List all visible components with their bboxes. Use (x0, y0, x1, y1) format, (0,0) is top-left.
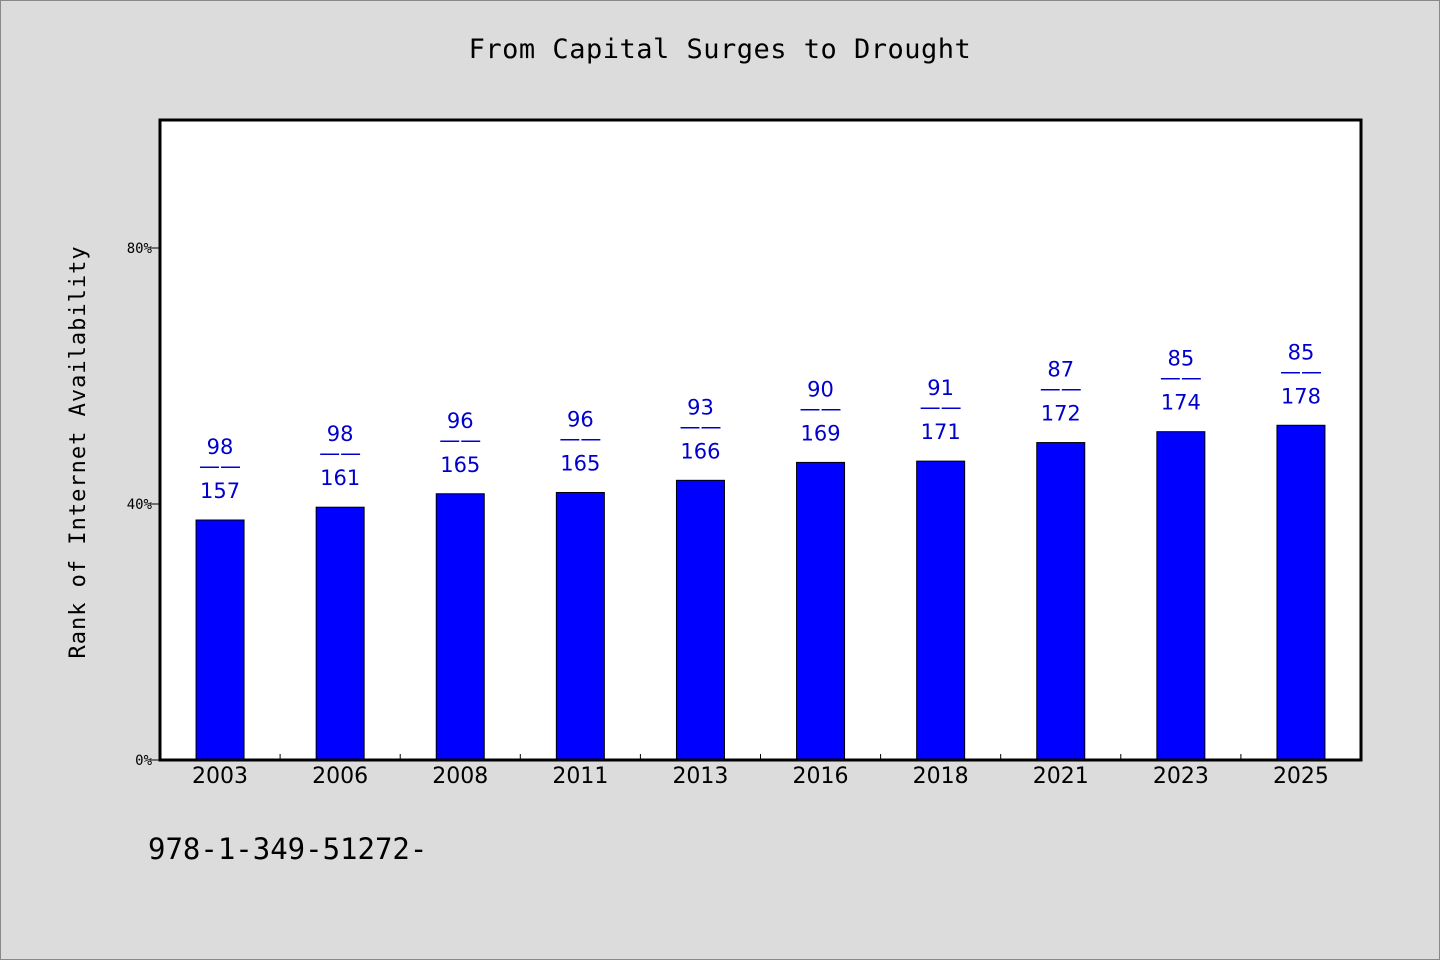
data-label-separator: —— (920, 395, 962, 419)
x-tick-label: 2021 (1033, 764, 1089, 789)
data-label-separator: —— (1160, 366, 1202, 390)
data-label-bottom: 178 (1281, 384, 1321, 408)
data-labels: 98——15798——16196——16596——16593——16690——1… (199, 340, 1322, 503)
data-label: 91——171 (920, 376, 962, 444)
bar (195, 519, 245, 761)
data-label-separator: —— (1040, 377, 1082, 401)
x-tick-label: 2006 (312, 764, 368, 789)
data-label: 98——161 (319, 422, 361, 490)
data-label-bottom: 171 (921, 420, 961, 444)
y-axis-label: Rank of Internet Availability (66, 245, 91, 658)
data-label-separator: —— (199, 454, 241, 478)
bar (675, 479, 725, 761)
data-label-separator: —— (559, 426, 601, 450)
footer-id-text: 978-1-349-51272- (148, 832, 428, 866)
data-label-bottom: 165 (440, 453, 480, 477)
data-label-top: 85 (1167, 347, 1194, 371)
y-tick-label: 40% (127, 497, 153, 513)
x-tick-label: 2025 (1273, 764, 1329, 789)
bar (796, 461, 846, 761)
bar (916, 460, 966, 761)
x-tick-label: 2023 (1153, 764, 1209, 789)
bar (435, 493, 485, 761)
data-label: 85——174 (1160, 347, 1202, 415)
data-label-bottom: 172 (1041, 402, 1081, 426)
data-label-top: 87 (1047, 358, 1074, 382)
bars (195, 424, 1326, 761)
y-axis: 0% 40% 80% (127, 241, 160, 769)
bar (1156, 431, 1206, 761)
data-label-bottom: 166 (680, 439, 720, 463)
data-label-separator: —— (439, 428, 481, 452)
data-label-top: 96 (447, 409, 474, 433)
data-label: 90——169 (800, 377, 842, 445)
data-label-top: 91 (927, 376, 954, 400)
chart-title: From Capital Surges to Drought (468, 34, 972, 65)
data-label-top: 90 (807, 377, 834, 401)
x-tick-label: 2011 (552, 764, 608, 789)
y-tick-label: 80% (127, 241, 153, 257)
x-tick-label: 2018 (913, 764, 969, 789)
data-label: 87——172 (1040, 358, 1082, 426)
data-label-top: 93 (687, 395, 714, 419)
data-label: 96——165 (439, 409, 481, 477)
bar (555, 491, 605, 761)
x-tick-label: 2003 (192, 764, 248, 789)
data-label: 98——157 (199, 435, 241, 503)
x-tick-label: 2013 (672, 764, 728, 789)
plot-border (158, 118, 1363, 762)
data-label: 96——165 (559, 407, 601, 475)
data-label-top: 96 (567, 407, 594, 431)
bar (1276, 424, 1326, 761)
data-label-top: 98 (207, 435, 234, 459)
x-tick-label: 2008 (432, 764, 488, 789)
data-label-bottom: 161 (320, 466, 360, 490)
data-label-top: 98 (327, 422, 354, 446)
data-label-separator: —— (800, 396, 842, 420)
data-label: 85——178 (1280, 340, 1322, 408)
bar (1036, 442, 1086, 761)
data-label-separator: —— (319, 441, 361, 465)
bar (315, 506, 365, 761)
data-label: 93——166 (679, 395, 721, 463)
data-label-bottom: 174 (1161, 391, 1201, 415)
data-label-separator: —— (679, 414, 721, 438)
data-label-bottom: 165 (560, 451, 600, 475)
x-axis: 2003 2006 2008 2011 2013 2016 2018 2021 2023 2025 (192, 754, 1329, 789)
data-label-top: 85 (1288, 340, 1315, 364)
y-tick-label: 0% (135, 753, 152, 769)
data-label-separator: —— (1280, 359, 1322, 383)
data-label-bottom: 157 (200, 479, 240, 503)
x-tick-label: 2016 (793, 764, 849, 789)
data-label-bottom: 169 (801, 421, 841, 445)
